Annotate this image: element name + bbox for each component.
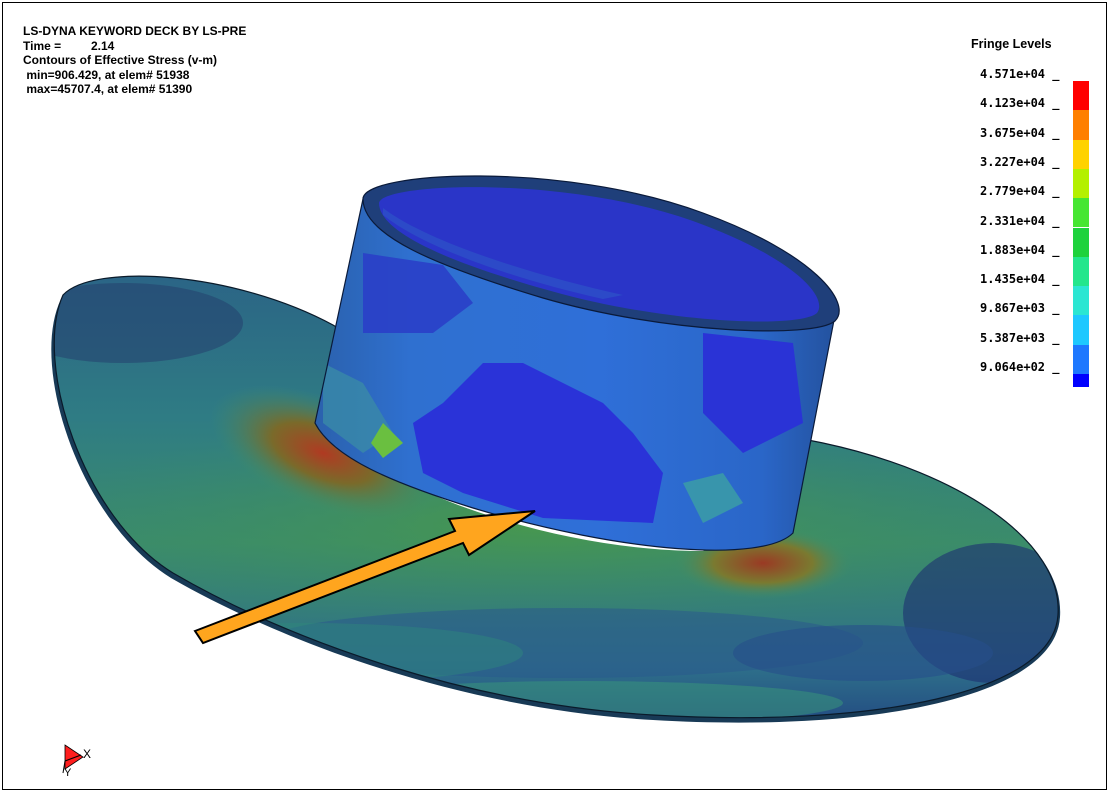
time-readout: Time = 2.14 <box>23 39 246 54</box>
legend-swatch <box>1073 345 1089 374</box>
legend-level-label: 4.123e+04 _ <box>980 96 1059 110</box>
legend-title: Fringe Levels <box>971 37 1052 51</box>
legend-level-label: 3.675e+04 _ <box>980 126 1059 140</box>
time-label: Time = <box>23 39 91 54</box>
model-render <box>3 3 1106 789</box>
legend-level-label: 1.435e+04 _ <box>980 272 1059 286</box>
max-readout: max=45707.4, at elem# 51390 <box>23 82 246 97</box>
time-value: 2.14 <box>91 39 114 54</box>
legend-level-label: 1.883e+04 _ <box>980 243 1059 257</box>
legend-swatch <box>1073 110 1089 139</box>
legend-swatch <box>1073 169 1089 198</box>
min-readout: min=906.429, at elem# 51938 <box>23 68 246 83</box>
legend-level-label: 3.227e+04 _ <box>980 155 1059 169</box>
legend-swatch <box>1073 228 1089 257</box>
legend-level-label: 9.064e+02 _ <box>980 360 1059 374</box>
legend-swatch <box>1073 315 1089 344</box>
result-header: LS-DYNA KEYWORD DECK BY LS-PRE Time = 2.1… <box>23 24 246 97</box>
legend-swatch <box>1073 286 1089 315</box>
contour-title: Contours of Effective Stress (v-m) <box>23 53 246 68</box>
legend-level-label: 4.571e+04 _ <box>980 67 1059 81</box>
legend-level-label: 9.867e+03 _ <box>980 301 1059 315</box>
legend-swatch <box>1073 257 1089 286</box>
axis-y-label: Y <box>64 767 71 779</box>
legend-swatch <box>1073 140 1089 169</box>
axis-x-label: X <box>83 747 91 761</box>
legend-swatch <box>1073 374 1089 387</box>
legend-level-label: 2.331e+04 _ <box>980 214 1059 228</box>
legend-swatch <box>1073 81 1089 110</box>
deck-title: LS-DYNA KEYWORD DECK BY LS-PRE <box>23 24 246 39</box>
legend-level-label: 2.779e+04 _ <box>980 184 1059 198</box>
legend-level-label: 5.387e+03 _ <box>980 331 1059 345</box>
legend-swatch <box>1073 198 1089 227</box>
